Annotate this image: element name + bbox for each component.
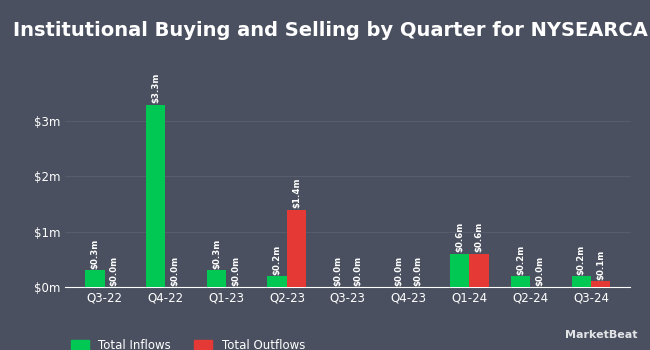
Legend: Total Inflows, Total Outflows: Total Inflows, Total Outflows: [71, 339, 305, 350]
Text: $0.1m: $0.1m: [596, 250, 605, 280]
Text: $0.0m: $0.0m: [395, 256, 404, 286]
Text: $0.2m: $0.2m: [273, 244, 281, 274]
Text: $0.0m: $0.0m: [333, 256, 343, 286]
Bar: [591, 281, 610, 287]
Text: $0.0m: $0.0m: [353, 256, 362, 286]
Text: $0.0m: $0.0m: [170, 256, 179, 286]
Bar: [85, 271, 105, 287]
Bar: [511, 276, 530, 287]
Text: $0.0m: $0.0m: [231, 256, 240, 286]
Bar: [469, 254, 489, 287]
Text: $0.2m: $0.2m: [516, 244, 525, 274]
Bar: [571, 276, 591, 287]
Bar: [287, 210, 306, 287]
Bar: [207, 271, 226, 287]
Text: $0.3m: $0.3m: [90, 239, 99, 269]
Text: $0.0m: $0.0m: [110, 256, 119, 286]
Text: $0.0m: $0.0m: [414, 256, 422, 286]
Text: $0.2m: $0.2m: [577, 244, 586, 274]
Text: $1.4m: $1.4m: [292, 178, 301, 208]
Bar: [146, 105, 165, 287]
Bar: [450, 254, 469, 287]
Text: MarketBeat: MarketBeat: [564, 329, 637, 340]
Text: $3.3m: $3.3m: [151, 73, 160, 103]
Bar: [268, 276, 287, 287]
Text: $0.6m: $0.6m: [474, 222, 484, 252]
Text: $0.3m: $0.3m: [212, 239, 221, 269]
Text: $0.6m: $0.6m: [455, 222, 464, 252]
Text: $0.0m: $0.0m: [536, 256, 545, 286]
Text: Institutional Buying and Selling by Quarter for NYSEARCA:RMMZ: Institutional Buying and Selling by Quar…: [13, 21, 650, 40]
